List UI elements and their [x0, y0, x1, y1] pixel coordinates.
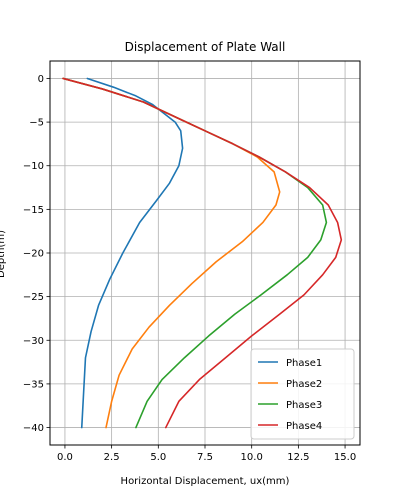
x-axis-label: Horizontal Displacement, ux(mm): [121, 476, 290, 487]
legend-label-phase3: Phase3: [286, 400, 322, 411]
y-tick-label: −25: [23, 292, 44, 303]
series-line-phase1: [80, 77, 184, 429]
legend-label-phase1: Phase1: [286, 358, 322, 369]
x-tick-label: 10.0: [241, 452, 263, 463]
y-tick-label: −35: [23, 379, 44, 390]
x-tick-label: 7.5: [197, 452, 213, 463]
y-tick-label: −15: [23, 205, 44, 216]
y-tick-label: 0: [38, 74, 44, 85]
series-line-phase4: [62, 77, 343, 429]
y-tick-label: −20: [23, 249, 44, 260]
x-tick-label: 2.5: [104, 452, 120, 463]
y-tick-label: −30: [23, 336, 44, 347]
legend: Phase1 Phase2 Phase3 Phase4: [250, 348, 355, 440]
y-tick-label: −40: [23, 423, 44, 434]
legend-box: [250, 348, 355, 440]
series-lines: [62, 77, 343, 429]
y-axis-label: Depth(m): [0, 230, 7, 278]
legend-label-phase4: Phase4: [286, 421, 322, 432]
x-tick-label: 12.5: [287, 452, 309, 463]
chart-title: Displacement of Plate Wall: [125, 40, 286, 54]
axis-ticks: 0.0 2.5 5.0 7.5 10.0 12.5 15.0 0 −5 −10 −15 −20 −25 −…: [23, 74, 356, 463]
x-tick-label: 15.0: [334, 452, 356, 463]
y-tick-label: −5: [29, 118, 44, 129]
legend-label-phase2: Phase2: [286, 379, 322, 390]
y-tick-label: −10: [23, 161, 44, 172]
x-tick-label: 0.0: [57, 452, 73, 463]
x-tick-label: 5.0: [150, 452, 166, 463]
